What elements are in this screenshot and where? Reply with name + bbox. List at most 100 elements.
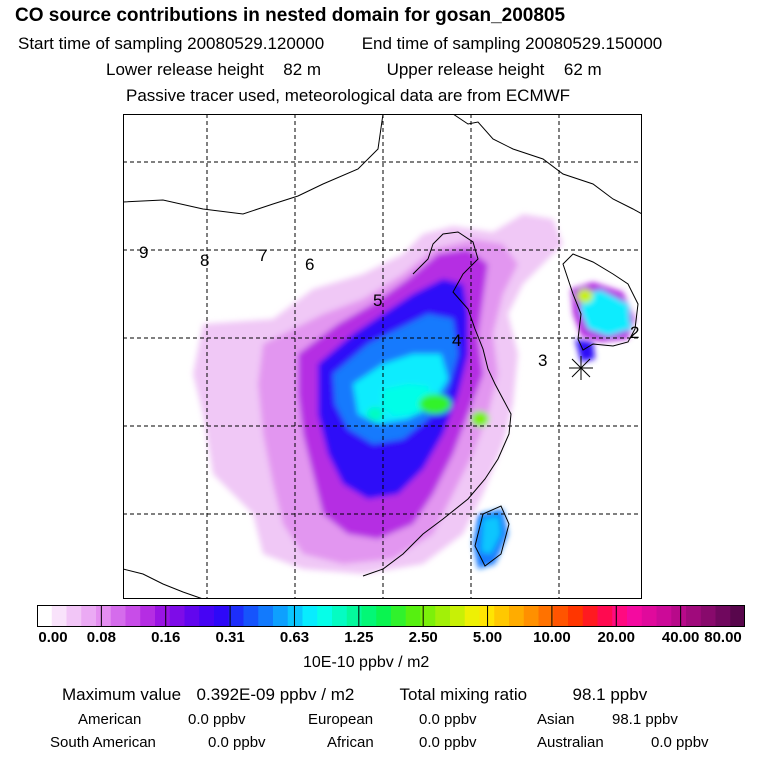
color-scale-tick-label: 1.25 [344, 629, 374, 646]
region-value: 0.0 ppbv [188, 711, 246, 728]
grid-label-9: 9 [139, 243, 148, 262]
color-scale-cell [51, 605, 68, 627]
color-scale-cell [538, 605, 554, 627]
color-scale-cell [553, 605, 569, 627]
color-scale-cell [273, 605, 289, 627]
color-scale-cell [509, 605, 525, 627]
color-scale-cell [523, 605, 540, 627]
grid-label-2: 2 [630, 323, 639, 342]
region-value: 0.0 ppbv [419, 734, 477, 751]
color-scale-cell [243, 605, 259, 627]
color-scale-tick-label: 0.00 [38, 629, 68, 646]
region-name: Asian [537, 711, 575, 728]
color-scale-cell [96, 605, 112, 627]
upper-height-label: Upper release height [386, 60, 545, 79]
color-scale-cell [287, 605, 304, 627]
color-scale-bar [37, 605, 745, 627]
color-scale-cell [656, 605, 672, 627]
color-scale-cell [81, 605, 97, 627]
color-scale-cell [730, 605, 745, 627]
color-scale-cell [169, 605, 186, 627]
start-time-label: Start time of sampling 20080529.120000 [18, 34, 325, 53]
sampling-times: Start time of sampling 20080529.120000 E… [18, 34, 662, 54]
color-scale-cell [258, 605, 274, 627]
color-scale-cell [37, 605, 53, 627]
max-value-label: Maximum value [62, 685, 182, 704]
color-scale-cell [214, 605, 230, 627]
color-scale-cell [346, 605, 363, 627]
region-name: European [308, 711, 374, 728]
color-scale-cell [435, 605, 451, 627]
coastline [123, 114, 642, 599]
color-scale-cell [302, 605, 318, 627]
color-scale-cell [199, 605, 215, 627]
region-name: Australian [537, 734, 604, 751]
color-scale-cell [332, 605, 348, 627]
color-scale-cell [317, 605, 333, 627]
region-name: South American [50, 734, 156, 751]
color-scale-cell [597, 605, 613, 627]
total-mixing-label: Total mixing ratio [399, 685, 528, 704]
grid-label-7: 7 [258, 246, 267, 265]
color-scale-tick-label: 2.50 [408, 629, 438, 646]
color-scale-cell [140, 605, 156, 627]
color-scale-tick-label: 10.00 [533, 629, 571, 646]
color-scale-tick-label: 0.16 [151, 629, 181, 646]
map-title: CO source contributions in nested domain… [15, 5, 566, 26]
grid-label-3: 3 [538, 351, 547, 370]
lower-height-label: Lower release height [106, 60, 264, 79]
asterisk-icon [569, 356, 593, 380]
color-scale-cell [110, 605, 127, 627]
tracer-note: Passive tracer used, meteorological data… [126, 86, 571, 105]
color-scale-cell [582, 605, 599, 627]
color-scale-tick-label: 0.63 [279, 629, 310, 646]
grid-label-4: 4 [452, 331, 461, 350]
color-scale-cell [464, 605, 481, 627]
region-name: African [327, 734, 374, 751]
region-value: 0.0 ppbv [651, 734, 709, 751]
region-value: 0.0 ppbv [419, 711, 477, 728]
max-value: 0.392E-09 ppbv / m2 [196, 685, 355, 704]
color-scale-cell [228, 605, 245, 627]
region-value: 0.0 ppbv [208, 734, 266, 751]
color-scale-unit: 10E-10 ppbv / m2 [303, 654, 430, 671]
upper-height-value: 62 m [563, 60, 602, 79]
region-value: 98.1 ppbv [612, 711, 678, 728]
end-time-label: End time of sampling 20080529.150000 [361, 34, 663, 53]
color-scale-cell [155, 605, 171, 627]
grid-label-6: 6 [305, 255, 314, 274]
color-scale-cell [420, 605, 436, 627]
grid-label-8: 8 [200, 251, 209, 270]
color-scale-tick-label: 40.00 [661, 629, 700, 646]
color-scale-cell [686, 605, 702, 627]
color-scale-cell [405, 605, 422, 627]
total-mixing-value: 98.1 ppbv [572, 685, 648, 704]
color-scale-cell [361, 605, 377, 627]
lat-lon-grid [123, 114, 642, 599]
region-name: American [78, 711, 142, 728]
color-scale-cell [66, 605, 82, 627]
grid-label-5: 5 [373, 291, 382, 310]
color-scale-cell [376, 605, 392, 627]
color-scale-cell [715, 605, 731, 627]
color-scale-tick-label: 0.31 [215, 629, 245, 646]
color-scale-tick-label: 80.00 [704, 629, 742, 646]
release-heights: Lower release height 82 m Upper release … [106, 60, 602, 80]
color-scale-tick-label: 0.08 [86, 629, 116, 646]
color-scale-cell [125, 605, 141, 627]
color-scale-cell [641, 605, 658, 627]
color-scale-cell [612, 605, 628, 627]
color-scale-cell [627, 605, 643, 627]
color-scale-cell [671, 605, 687, 627]
color-scale-cell [450, 605, 466, 627]
color-scale-cell [700, 605, 717, 627]
color-scale-tick-label: 5.00 [472, 629, 503, 646]
concentration-field [193, 214, 635, 574]
color-scale-tick-label: 20.00 [597, 629, 636, 646]
color-scale-cell [184, 605, 200, 627]
color-scale-cell [494, 605, 510, 627]
contribution-map: 9 8 7 6 5 4 3 2 [123, 114, 642, 599]
max-value-row: Maximum value 0.392E-09 ppbv / m2 Total … [62, 685, 647, 705]
color-scale-cell [391, 605, 407, 627]
lower-height-value: 82 m [283, 60, 322, 79]
